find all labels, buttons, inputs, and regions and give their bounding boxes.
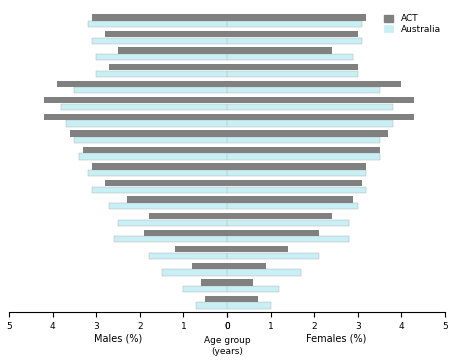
Bar bbox=[79, 154, 227, 160]
Bar bbox=[192, 263, 227, 269]
Bar bbox=[227, 220, 349, 226]
Bar bbox=[162, 269, 227, 276]
Bar bbox=[205, 296, 227, 302]
Bar bbox=[96, 54, 227, 60]
Bar bbox=[109, 203, 227, 209]
X-axis label: Females (%): Females (%) bbox=[306, 334, 366, 344]
Bar bbox=[175, 246, 227, 252]
Bar bbox=[227, 147, 380, 153]
Bar bbox=[74, 137, 227, 143]
Bar bbox=[227, 154, 380, 160]
Bar bbox=[88, 21, 227, 27]
Bar bbox=[227, 120, 393, 127]
Bar bbox=[227, 81, 401, 87]
Bar bbox=[197, 302, 227, 309]
Bar bbox=[114, 236, 227, 242]
Bar bbox=[227, 187, 366, 193]
Bar bbox=[227, 170, 366, 176]
Bar bbox=[227, 48, 331, 54]
Bar bbox=[92, 37, 227, 44]
Bar bbox=[44, 97, 227, 103]
Bar bbox=[148, 253, 227, 259]
Bar bbox=[227, 269, 301, 276]
Bar bbox=[92, 163, 227, 170]
Bar bbox=[227, 54, 353, 60]
Bar bbox=[83, 147, 227, 153]
Bar bbox=[70, 130, 227, 136]
Bar bbox=[118, 48, 227, 54]
Bar bbox=[227, 21, 362, 27]
Bar bbox=[227, 213, 331, 219]
Bar bbox=[227, 37, 362, 44]
Bar bbox=[201, 279, 227, 286]
Bar bbox=[227, 302, 271, 309]
Bar bbox=[118, 220, 227, 226]
Bar bbox=[66, 120, 227, 127]
Bar bbox=[227, 130, 388, 136]
Bar bbox=[105, 180, 227, 186]
Bar bbox=[227, 137, 380, 143]
Bar bbox=[227, 296, 257, 302]
Bar bbox=[227, 114, 415, 120]
Bar bbox=[74, 87, 227, 94]
Bar bbox=[227, 163, 366, 170]
Bar bbox=[227, 203, 358, 209]
Bar bbox=[105, 31, 227, 37]
Bar bbox=[227, 180, 362, 186]
Text: Age group
(years): Age group (years) bbox=[204, 337, 250, 356]
Bar bbox=[61, 104, 227, 110]
Bar bbox=[227, 279, 253, 286]
Bar bbox=[92, 187, 227, 193]
Bar bbox=[227, 87, 380, 94]
Bar bbox=[227, 104, 393, 110]
Bar bbox=[227, 15, 366, 21]
Bar bbox=[96, 71, 227, 77]
Bar bbox=[227, 71, 358, 77]
Bar bbox=[227, 253, 319, 259]
Bar bbox=[88, 170, 227, 176]
Bar bbox=[227, 236, 349, 242]
Bar bbox=[144, 229, 227, 236]
Bar bbox=[127, 196, 227, 203]
Bar bbox=[227, 31, 358, 37]
Bar bbox=[92, 15, 227, 21]
Legend: ACT, Australia: ACT, Australia bbox=[383, 12, 443, 36]
Bar bbox=[227, 64, 358, 70]
Bar bbox=[227, 246, 288, 252]
Bar bbox=[227, 97, 415, 103]
Bar bbox=[44, 114, 227, 120]
Bar bbox=[57, 81, 227, 87]
Bar bbox=[227, 263, 266, 269]
X-axis label: Males (%): Males (%) bbox=[94, 334, 142, 344]
Bar bbox=[227, 229, 319, 236]
Bar bbox=[227, 286, 279, 292]
Bar bbox=[227, 196, 353, 203]
Bar bbox=[148, 213, 227, 219]
Bar bbox=[183, 286, 227, 292]
Bar bbox=[109, 64, 227, 70]
